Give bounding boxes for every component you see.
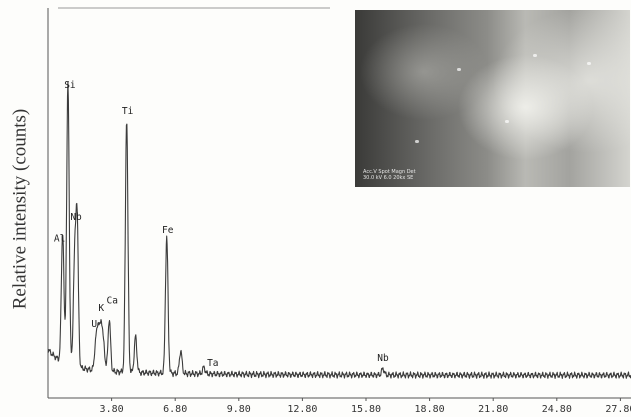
spectrum-line [47,81,631,379]
sem-caption-line-1: Acc.V Spot Magn Det [363,169,416,175]
peak-label: Ta [207,358,218,369]
x-tick-label: 6.80 [163,404,187,415]
peak-label: U [91,319,97,330]
peak-label: Nb [70,212,82,223]
x-tick-label: 18.80 [415,404,445,415]
x-tick-label: 24.80 [542,404,572,415]
x-tick-label: 12.80 [287,404,317,415]
sem-caption-line-2: 30.0 kV 6.0 20kx SE [363,175,414,181]
peak-label: Al [54,233,65,244]
y-axis-label-text: Relative intensity (counts) [9,108,31,309]
y-axis-label: Relative intensity (counts) [0,0,40,417]
axes [47,7,631,399]
x-tick-label: 3.80 [100,404,124,415]
peak-label: Ca [107,295,118,306]
x-tick-label: 27.80 [605,404,631,415]
peak-label: Nb [377,353,389,364]
sem-micrograph-inset: Acc.V Spot Magn Det 30.0 kV 6.0 20kx SE [355,10,630,187]
x-ticks: 3.80 6.80 9.80 12.80 15.80 18.80 21.80 24.80 27.… [100,398,631,415]
peak-label: Fe [162,225,174,236]
x-tick-label: 15.80 [351,404,381,415]
x-tick-label: 21.80 [478,404,508,415]
sem-caption: Acc.V Spot Magn Det 30.0 kV 6.0 20kx SE [363,169,416,181]
x-tick-label: 9.80 [227,404,251,415]
peak-label: Ti [122,106,134,117]
peak-label: Si [64,80,76,91]
peak-label: K [98,303,104,314]
